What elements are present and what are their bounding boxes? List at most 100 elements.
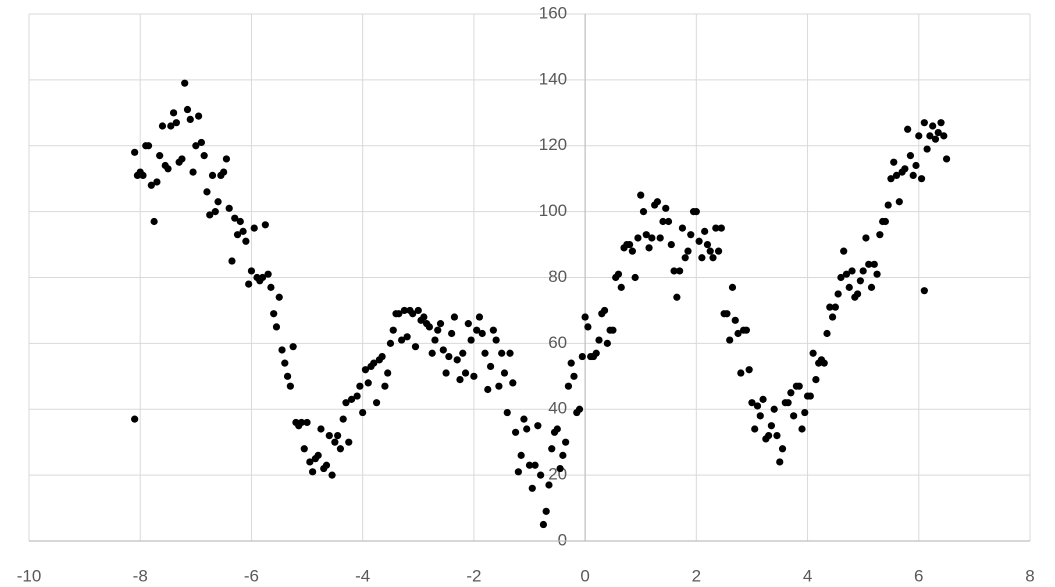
scatter-point xyxy=(742,326,750,334)
scatter-point xyxy=(748,399,756,407)
scatter-point xyxy=(220,168,228,176)
scatter-point xyxy=(470,372,478,380)
scatter-point xyxy=(397,336,406,344)
scatter-point xyxy=(873,270,881,278)
scatter-point xyxy=(626,240,634,249)
scatter-point xyxy=(495,382,503,390)
scatter-point xyxy=(859,267,867,275)
scatter-point xyxy=(820,359,828,367)
scatter-point xyxy=(331,438,339,446)
scatter-point xyxy=(492,336,500,344)
scatter-point xyxy=(553,425,561,433)
scatter-point xyxy=(283,372,292,380)
scatter-point xyxy=(920,287,928,295)
scatter-point xyxy=(395,310,403,318)
scatter-point xyxy=(434,326,442,334)
scatter-point xyxy=(862,234,870,242)
scatter-point xyxy=(334,432,342,440)
scatter-point xyxy=(364,379,372,387)
scatter-point xyxy=(856,277,864,285)
scatter-point xyxy=(556,464,564,473)
scatter-point xyxy=(486,362,495,371)
scatter-point xyxy=(931,135,940,143)
scatter-point xyxy=(372,399,381,407)
scatter-point xyxy=(603,339,611,347)
scatter-point xyxy=(534,422,542,430)
scatter-point xyxy=(906,152,915,160)
scatter-point xyxy=(475,313,484,321)
scatter-point xyxy=(464,320,472,328)
scatter-point xyxy=(258,273,267,282)
scatter-point xyxy=(940,132,948,140)
scatter-point xyxy=(890,158,898,166)
scatter-point xyxy=(164,165,172,173)
scatter-point xyxy=(384,369,392,377)
scatter-point xyxy=(306,458,314,466)
scatter-point xyxy=(664,217,673,226)
scatter-point xyxy=(297,418,306,427)
scatter-point xyxy=(144,142,153,150)
scatter-point xyxy=(937,119,945,127)
scatter-point xyxy=(915,132,923,140)
scatter-point xyxy=(309,468,317,476)
scatter-point xyxy=(584,323,592,331)
scatter-point xyxy=(147,181,155,189)
scatter-point xyxy=(826,303,834,311)
scatter-point xyxy=(150,217,158,226)
scatter-point xyxy=(189,168,197,176)
scatter-point xyxy=(208,171,217,179)
scatter-point xyxy=(892,171,901,179)
scatter-point xyxy=(539,520,548,529)
scatter-point xyxy=(795,382,803,390)
scatter-point xyxy=(717,224,725,232)
scatter-point xyxy=(909,171,917,179)
scatter-point xyxy=(926,132,934,140)
scatter-point xyxy=(701,227,709,235)
scatter-point xyxy=(714,247,723,255)
scatter-point xyxy=(370,359,378,367)
scatter-point xyxy=(570,372,578,380)
scatter-point xyxy=(347,395,356,403)
scatter-point xyxy=(559,451,567,459)
scatter-point xyxy=(272,323,281,331)
scatter-point xyxy=(790,412,798,420)
scatter-point xyxy=(178,155,186,163)
scatter-point xyxy=(801,408,809,417)
scatter-point xyxy=(823,329,831,338)
scatter-point xyxy=(575,405,584,413)
scatter-point xyxy=(336,445,345,453)
scatter-point xyxy=(737,369,745,377)
scatter-point xyxy=(517,451,525,459)
scatter-point xyxy=(617,283,625,291)
scatter-point xyxy=(167,122,175,130)
scatter-point xyxy=(545,481,553,489)
scatter-point xyxy=(153,178,161,186)
scatter-point xyxy=(436,320,445,328)
scatter-point xyxy=(378,352,386,361)
scatter-point xyxy=(389,326,397,334)
scatter-point xyxy=(784,399,792,407)
scatter-point xyxy=(264,270,272,278)
scatter-point xyxy=(681,254,689,262)
scatter-point xyxy=(325,432,333,440)
x-tick-label: 8 xyxy=(1025,566,1034,585)
scatter-point xyxy=(523,425,531,433)
scatter-point xyxy=(342,399,350,407)
scatter-point xyxy=(904,125,912,133)
scatter-point xyxy=(498,349,506,357)
scatter-point xyxy=(442,369,450,377)
scatter-point xyxy=(567,359,575,367)
scatter-point xyxy=(428,349,436,357)
scatter-point xyxy=(139,171,147,179)
scatter-point xyxy=(854,290,862,298)
scatter-point xyxy=(520,415,528,423)
scatter-point xyxy=(798,425,806,433)
scatter-point xyxy=(131,415,139,423)
scatter-point xyxy=(678,224,687,232)
scatter-point xyxy=(425,323,433,331)
x-tick-label: 4 xyxy=(803,566,812,585)
scatter-point xyxy=(345,438,353,446)
scatter-point xyxy=(751,425,759,433)
scatter-point xyxy=(548,445,556,453)
scatter-point xyxy=(595,336,603,344)
